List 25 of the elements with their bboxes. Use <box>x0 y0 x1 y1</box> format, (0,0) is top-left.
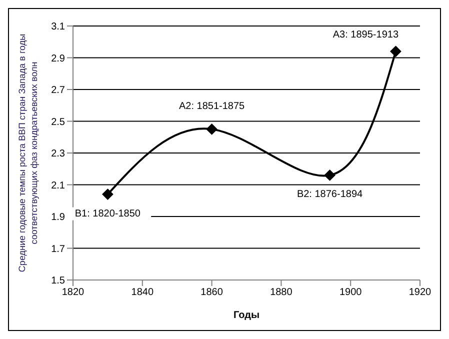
y-axis-title: Средние годовые темпы роста ВВП стран Запада в годы соответствующих фаз кондратьевских волн <box>17 34 39 272</box>
y-tick-label: 2.3 <box>51 148 66 160</box>
point <box>390 46 402 57</box>
y-tick-label: 3.1 <box>51 22 66 33</box>
y-tick-label: 1.9 <box>51 212 66 224</box>
annotation: A2: 1851-1875 <box>178 101 246 112</box>
x-tick-label: 1860 <box>200 287 224 298</box>
x-tick-label: 1840 <box>131 287 154 298</box>
x-axis-title: Годы <box>233 310 260 321</box>
x-tick-label: 1880 <box>270 287 293 298</box>
y-tick-label: 2.9 <box>51 53 66 64</box>
annotation: B1: 1820-1850 <box>74 208 141 220</box>
x-tick-label: 1920 <box>408 287 432 298</box>
x-tick-label: 1900 <box>339 287 362 298</box>
y-tick-label: 1.7 <box>51 244 66 255</box>
y-tick-label: 1.5 <box>51 276 66 287</box>
y-tick-label: 2.7 <box>51 85 66 96</box>
y-tick-label: 2.1 <box>51 180 66 192</box>
point <box>324 170 336 181</box>
x-tick-label: 1820 <box>62 287 85 298</box>
annotation: B2: 1876-1894 <box>296 189 364 200</box>
point <box>102 188 114 200</box>
y-tick-label: 2.5 <box>51 116 66 128</box>
point <box>206 124 218 135</box>
annotation: A3: 1895-1913 <box>332 29 399 40</box>
